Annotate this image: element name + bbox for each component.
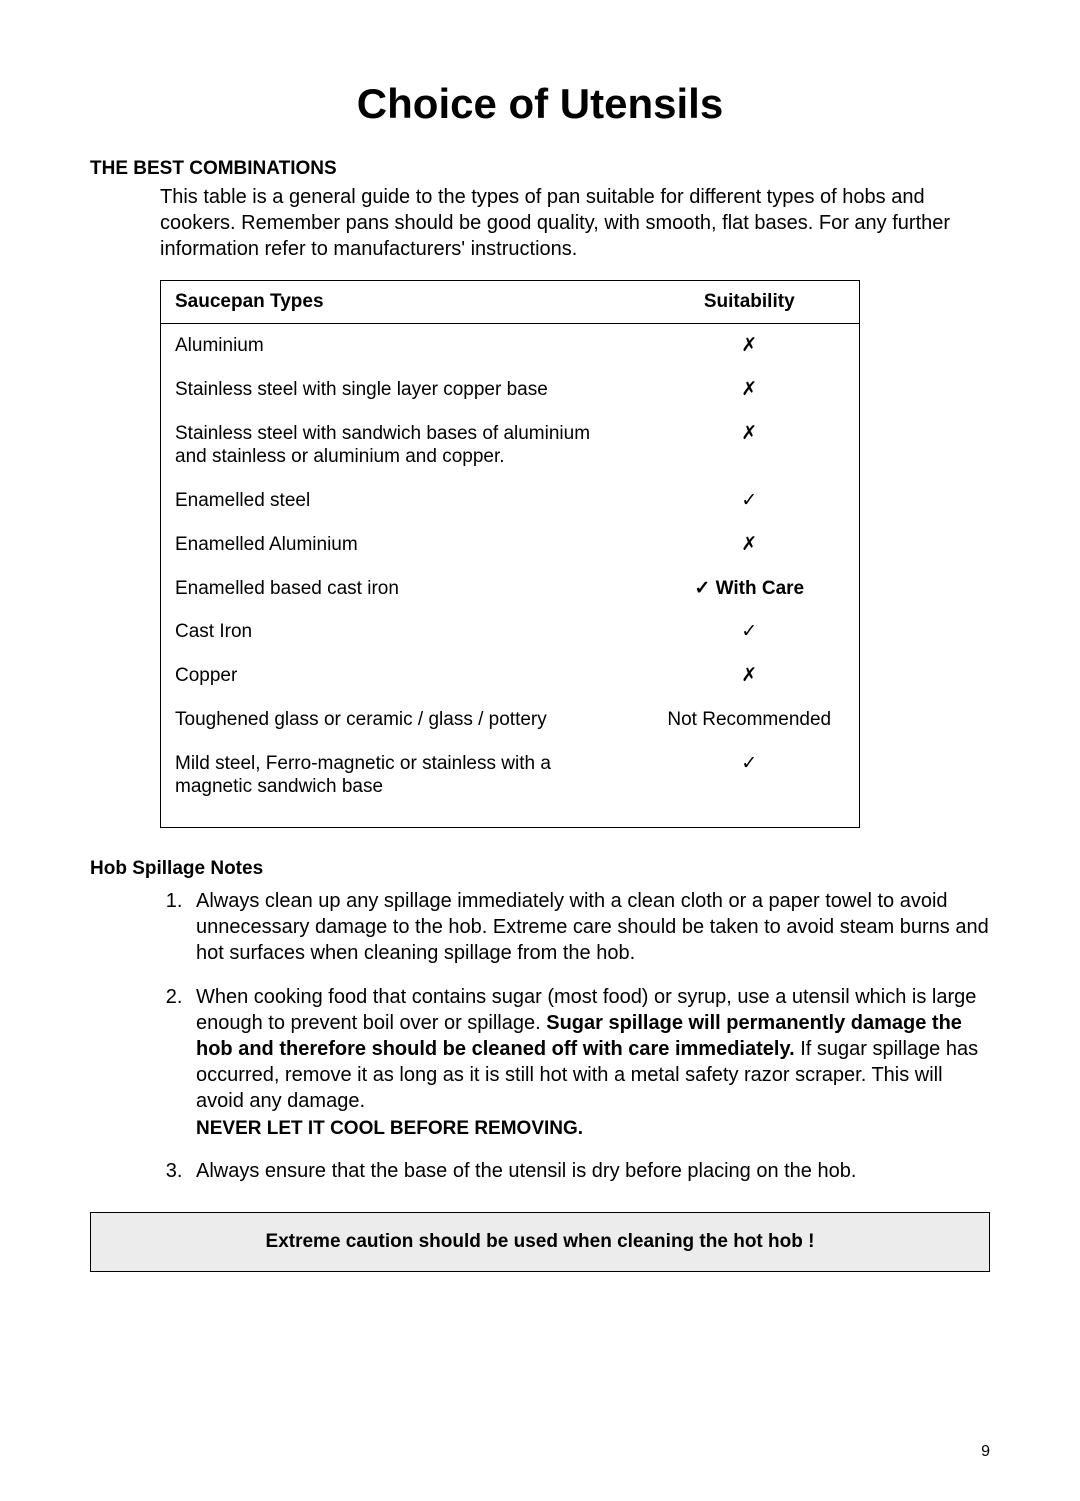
never-warning: NEVER LET IT COOL BEFORE REMOVING. [196, 1118, 990, 1140]
cell-suitability: ✓ [640, 479, 860, 523]
cell-suitability: ✗ [640, 368, 860, 412]
table-row: Stainless steel with single layer copper… [161, 368, 860, 412]
table-row: Enamelled based cast iron✓ With Care [161, 567, 860, 611]
table-row: Copper✗ [161, 654, 860, 698]
table-row: Enamelled steel✓ [161, 479, 860, 523]
cell-type: Mild steel, Ferro-magnetic or stainless … [161, 742, 640, 828]
table-body: Aluminium✗Stainless steel with single la… [161, 324, 860, 828]
cell-type: Aluminium [161, 324, 640, 368]
document-page: Choice of Utensils THE BEST COMBINATIONS… [0, 0, 1080, 1501]
combinations-heading: THE BEST COMBINATIONS [90, 158, 990, 180]
col-header-type: Saucepan Types [161, 281, 640, 324]
cell-type: Stainless steel with sandwich bases of a… [161, 412, 640, 480]
cell-type: Enamelled steel [161, 479, 640, 523]
cell-type: Stainless steel with single layer copper… [161, 368, 640, 412]
cell-type: Copper [161, 654, 640, 698]
table-header-row: Saucepan Types Suitability [161, 281, 860, 324]
cell-suitability: Not Recommended [640, 698, 860, 742]
cell-suitability: ✓ With Care [640, 567, 860, 611]
spillage-note-3: Always ensure that the base of the utens… [188, 1158, 990, 1184]
saucepan-table: Saucepan Types Suitability Aluminium✗Sta… [160, 280, 860, 828]
cell-suitability: ✗ [640, 523, 860, 567]
table-row: Stainless steel with sandwich bases of a… [161, 412, 860, 480]
table-row: Cast Iron✓ [161, 610, 860, 654]
cell-type: Enamelled based cast iron [161, 567, 640, 611]
cell-type: Toughened glass or ceramic / glass / pot… [161, 698, 640, 742]
cell-suitability: ✗ [640, 654, 860, 698]
spillage-heading: Hob Spillage Notes [90, 858, 990, 880]
combinations-intro: This table is a general guide to the typ… [160, 184, 990, 262]
page-number: 9 [981, 1443, 990, 1461]
table-row: Toughened glass or ceramic / glass / pot… [161, 698, 860, 742]
table-row: Mild steel, Ferro-magnetic or stainless … [161, 742, 860, 828]
caution-box: Extreme caution should be used when clea… [90, 1212, 990, 1272]
spillage-note-2: When cooking food that contains sugar (m… [188, 984, 990, 1114]
cell-suitability: ✓ [640, 742, 860, 828]
spillage-notes: Always clean up any spillage immediately… [160, 888, 990, 1114]
cell-type: Cast Iron [161, 610, 640, 654]
spillage-note-1: Always clean up any spillage immediately… [188, 888, 990, 966]
cell-suitability: ✓ [640, 610, 860, 654]
cell-suitability: ✗ [640, 324, 860, 368]
table-row: Enamelled Aluminium✗ [161, 523, 860, 567]
page-title: Choice of Utensils [90, 80, 990, 128]
col-header-suitability: Suitability [640, 281, 860, 324]
cell-suitability: ✗ [640, 412, 860, 480]
spillage-notes-cont: Always ensure that the base of the utens… [160, 1158, 990, 1184]
cell-type: Enamelled Aluminium [161, 523, 640, 567]
table-row: Aluminium✗ [161, 324, 860, 368]
